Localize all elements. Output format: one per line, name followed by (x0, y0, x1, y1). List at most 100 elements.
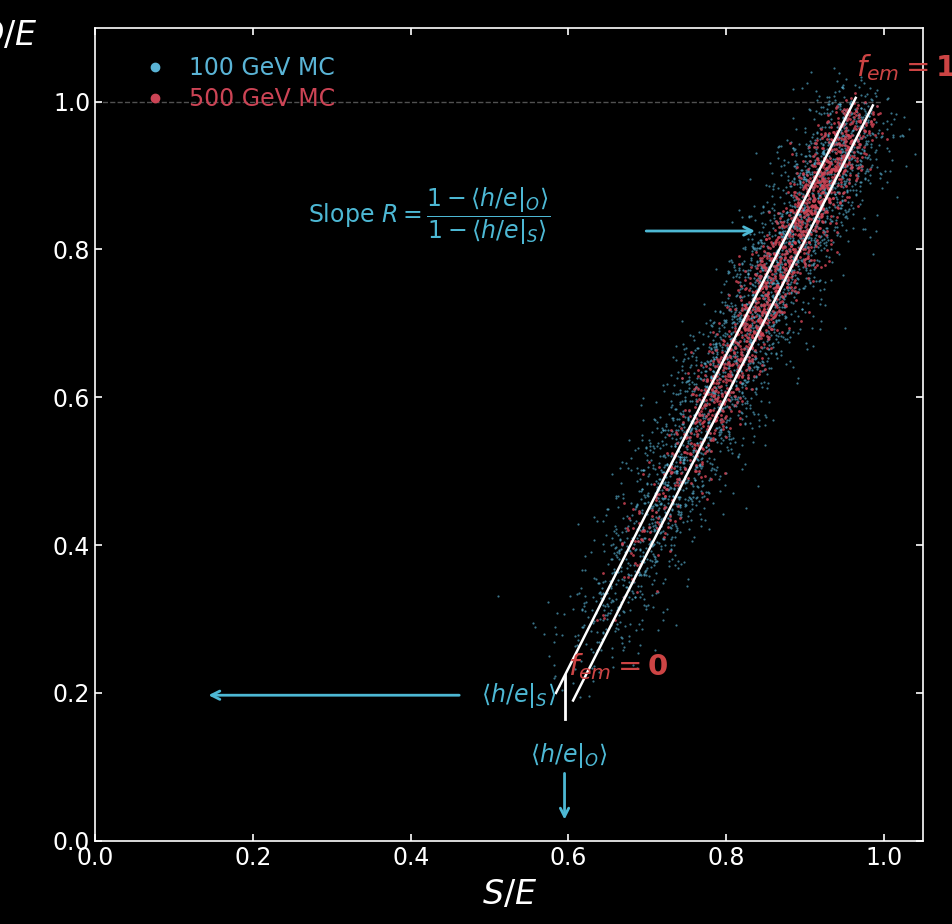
Point (759, 310, 774, 325)
Point (712, 397, 727, 412)
Point (862, 109, 877, 124)
Point (816, 231, 831, 246)
Point (712, 422, 727, 437)
Point (755, 308, 770, 322)
Point (744, 335, 760, 350)
Point (709, 375, 724, 390)
Point (764, 336, 780, 351)
Point (689, 452, 704, 467)
Point (723, 340, 738, 355)
Point (724, 350, 739, 365)
Point (801, 231, 816, 246)
Point (684, 348, 700, 363)
Point (822, 174, 837, 188)
Point (807, 192, 823, 207)
Point (718, 348, 733, 363)
Point (785, 189, 801, 204)
Point (747, 299, 763, 314)
Point (822, 145, 837, 160)
Point (688, 396, 704, 411)
Point (612, 607, 627, 622)
Point (783, 178, 799, 193)
Point (819, 209, 834, 224)
Point (821, 113, 836, 128)
Point (666, 476, 682, 491)
Point (766, 266, 782, 281)
Point (811, 155, 826, 170)
Point (673, 462, 688, 477)
Point (863, 80, 878, 95)
Point (692, 408, 707, 423)
Point (842, 175, 857, 189)
Point (886, 129, 902, 144)
Point (854, 130, 869, 145)
Point (751, 248, 766, 262)
Point (834, 157, 849, 172)
Point (607, 586, 623, 601)
Point (835, 105, 850, 120)
Point (737, 322, 752, 336)
Point (765, 295, 781, 310)
Point (796, 209, 811, 224)
Point (838, 111, 853, 126)
Point (656, 438, 671, 453)
Point (641, 494, 656, 509)
Point (688, 410, 704, 425)
Point (802, 147, 817, 162)
Point (698, 396, 713, 411)
Point (816, 205, 831, 220)
Point (759, 232, 774, 247)
Point (790, 160, 805, 175)
Point (819, 186, 834, 201)
Point (700, 329, 715, 344)
Point (760, 265, 775, 280)
Point (733, 308, 748, 322)
Point (736, 298, 751, 312)
Point (643, 560, 658, 575)
Point (688, 380, 704, 395)
Point (695, 446, 710, 461)
Point (756, 340, 771, 355)
Point (743, 322, 758, 337)
Point (835, 165, 850, 180)
Point (596, 565, 611, 580)
Point (740, 394, 755, 408)
Point (724, 375, 740, 390)
Point (584, 641, 599, 656)
Point (754, 305, 769, 320)
Point (625, 572, 640, 587)
Point (791, 261, 806, 276)
Point (812, 188, 827, 203)
Point (736, 352, 751, 367)
Point (777, 298, 792, 312)
Point (676, 471, 691, 486)
Point (829, 245, 844, 260)
Point (819, 90, 834, 104)
Point (835, 103, 850, 117)
Point (688, 457, 704, 472)
Point (672, 490, 687, 505)
Point (744, 354, 759, 369)
Point (724, 335, 739, 350)
Point (731, 202, 746, 217)
Point (852, 114, 867, 128)
Point (841, 151, 856, 165)
Point (643, 501, 658, 516)
Point (752, 253, 767, 268)
Point (852, 156, 867, 171)
Point (767, 260, 783, 274)
Point (768, 280, 783, 295)
Point (645, 512, 661, 527)
Point (771, 235, 786, 249)
Point (829, 101, 844, 116)
Point (636, 488, 651, 503)
Point (757, 374, 772, 389)
Point (724, 403, 739, 418)
Point (843, 133, 859, 148)
Point (823, 212, 838, 226)
Point (625, 541, 641, 555)
Point (819, 141, 834, 156)
Point (792, 165, 807, 180)
Point (725, 431, 741, 445)
Point (650, 475, 665, 490)
